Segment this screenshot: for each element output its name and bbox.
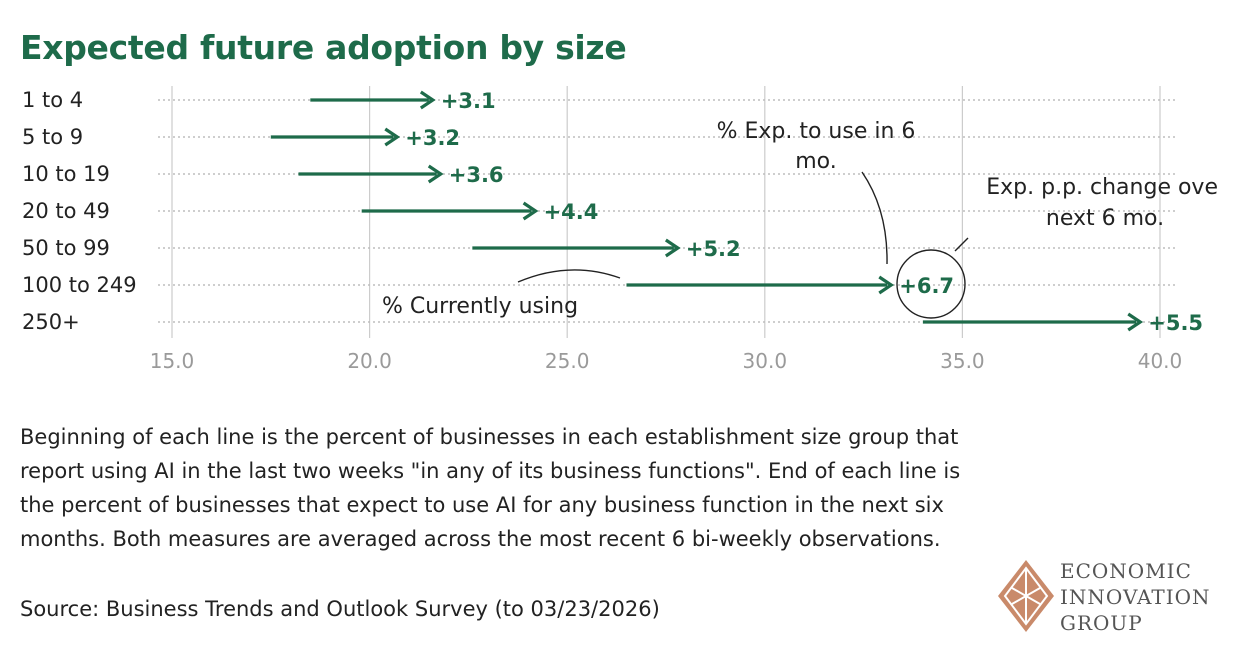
annotation-change-line1: Exp. p.p. change ove bbox=[986, 175, 1218, 200]
change-arrow-head bbox=[1127, 312, 1144, 332]
caption: Beginning of each line is the percent of… bbox=[20, 425, 961, 551]
annotation-end-line1: % Exp. to use in 6 bbox=[717, 119, 916, 144]
logo-wordmark: ECONOMIC INNOVATION GROUP bbox=[1060, 558, 1211, 636]
category-label: 50 to 99 bbox=[22, 236, 110, 260]
category-label: 1 to 4 bbox=[22, 88, 83, 112]
logo-line-1: ECONOMIC bbox=[1060, 559, 1192, 583]
category-label: 250+ bbox=[22, 310, 80, 334]
category-label: 100 to 249 bbox=[22, 273, 137, 297]
change-arrow-head bbox=[419, 90, 436, 110]
x-tick-label: 15.0 bbox=[150, 349, 195, 373]
chart-plot: 15.0 20.0 25.0 30.0 35.0 40.0 1 to 4 +3.1 5 to … bbox=[22, 86, 1218, 373]
annotation-end-line2: mo. bbox=[795, 149, 837, 174]
logo-line-3: GROUP bbox=[1060, 611, 1143, 635]
category-label: 10 to 19 bbox=[22, 162, 110, 186]
change-data-label: +5.5 bbox=[1148, 311, 1203, 335]
annotation-end-leader bbox=[861, 171, 888, 265]
category-label: 5 to 9 bbox=[22, 125, 83, 149]
highlight-circle bbox=[896, 249, 966, 319]
change-arrow-head bbox=[664, 238, 681, 258]
annotation-start-leader bbox=[517, 269, 621, 283]
change-data-label: +3.1 bbox=[441, 89, 496, 113]
x-tick-label: 35.0 bbox=[940, 349, 985, 373]
annotation-start: % Currently using bbox=[382, 294, 578, 319]
change-data-label: +3.6 bbox=[449, 163, 504, 187]
source-note: Source: Business Trends and Outlook Surv… bbox=[20, 597, 660, 621]
x-tick-label: 25.0 bbox=[545, 349, 590, 373]
change-arrow-head bbox=[878, 275, 895, 295]
change-arrow-head bbox=[384, 127, 401, 147]
x-tick-label: 20.0 bbox=[347, 349, 392, 373]
change-data-label: +3.2 bbox=[405, 126, 460, 150]
change-arrow-head bbox=[427, 164, 444, 184]
x-tick-label: 30.0 bbox=[743, 349, 788, 373]
change-data-label: +5.2 bbox=[686, 237, 741, 261]
diamond-logo-icon bbox=[998, 560, 1054, 632]
logo-line-2: INNOVATION bbox=[1060, 585, 1211, 609]
annotation-change-leader bbox=[954, 237, 969, 252]
change-arrow-head bbox=[522, 201, 539, 221]
eig-logo: ECONOMIC INNOVATION GROUP bbox=[996, 558, 1210, 638]
x-tick-label: 40.0 bbox=[1138, 349, 1183, 373]
chart-title: Expected future adoption by size bbox=[20, 28, 627, 67]
change-data-label: +4.4 bbox=[544, 200, 599, 224]
grid-layer: 15.0 20.0 25.0 30.0 35.0 40.0 bbox=[150, 86, 1183, 373]
rows-layer: 1 to 4 +3.1 5 to 9 +3.2 10 to 19 +3.6 20 to 49… bbox=[22, 88, 1203, 335]
annotation-change-line2: next 6 mo. bbox=[1046, 206, 1164, 231]
change-data-label: +6.7 bbox=[899, 274, 954, 298]
annotation-layer: % Exp. to use in 6 mo. % Currently using… bbox=[382, 119, 1218, 319]
category-label: 20 to 49 bbox=[22, 199, 110, 223]
